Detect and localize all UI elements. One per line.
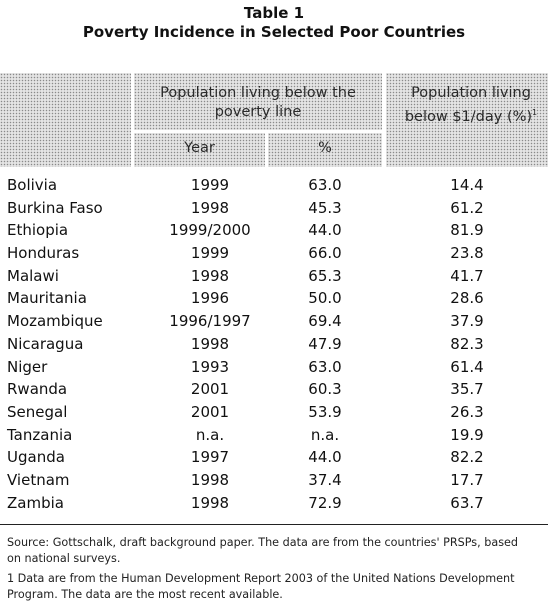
- year-cell: 1999/2000: [169, 221, 251, 240]
- table-row: Bolivia 1999 63.0 14.4: [0, 174, 548, 197]
- table-row: Mozambique 1996/1997 69.4 37.9: [0, 310, 548, 333]
- country-cell: Nicaragua: [7, 334, 84, 353]
- poverty-pct-cell: 37.4: [308, 470, 342, 489]
- country-cell: Niger: [7, 357, 48, 376]
- header-day-cell: [386, 73, 548, 167]
- country-cell: Mauritania: [7, 289, 87, 308]
- table-row: Niger 1993 63.0 61.4: [0, 356, 548, 379]
- country-cell: Uganda: [7, 448, 65, 467]
- year-cell: 2001: [190, 380, 230, 399]
- country-cell: Rwanda: [7, 380, 68, 399]
- header-country-cell: [0, 73, 131, 167]
- poverty-pct-cell: 53.9: [308, 402, 342, 421]
- footnote-marker: 1: [532, 108, 538, 117]
- year-cell: 1996/1997: [169, 312, 251, 331]
- poverty-pct-cell: 45.3: [308, 198, 342, 217]
- table-row: Ethiopia 1999/2000 44.0 81.9: [0, 219, 548, 242]
- year-cell: 1998: [190, 470, 230, 489]
- poverty-pct-cell: 65.3: [308, 266, 342, 285]
- table-notes: Source: Gottschalk, draft background pap…: [7, 535, 548, 602]
- dollar-day-pct-cell: 17.7: [450, 470, 484, 489]
- year-cell: 1993: [190, 357, 230, 376]
- poverty-pct-cell: 69.4: [308, 312, 342, 331]
- dollar-day-pct-cell: 82.3: [450, 334, 484, 353]
- year-cell: 1999: [190, 244, 230, 263]
- country-cell: Honduras: [7, 244, 80, 263]
- table-row: Nicaragua 1998 47.9 82.3: [0, 333, 548, 356]
- country-cell: Zambia: [7, 493, 64, 512]
- footnote-1: 1 Data are from the Human Development Re…: [7, 572, 515, 601]
- country-cell: Burkina Faso: [7, 198, 103, 217]
- table-row: Zambia 1998 72.9 63.7: [0, 492, 548, 515]
- header-group-cell: [134, 73, 382, 130]
- poverty-pct-cell: n.a.: [310, 425, 340, 444]
- country-cell: Tanzania: [7, 425, 73, 444]
- year-cell: 1996: [190, 289, 230, 308]
- table-bottom-rule: [0, 524, 548, 525]
- poverty-pct-cell: 60.3: [308, 380, 342, 399]
- poverty-pct-cell: 63.0: [308, 176, 342, 194]
- dollar-day-pct-cell: 23.8: [450, 244, 484, 263]
- dollar-day-pct-cell: 63.7: [450, 493, 484, 512]
- table-row: Honduras 1999 66.0 23.8: [0, 242, 548, 265]
- table-number: Table 1: [243, 4, 305, 22]
- dollar-day-pct-cell: 28.6: [450, 289, 484, 308]
- year-cell: 1998: [190, 334, 230, 353]
- table-row: Uganda 1997 44.0 82.2: [0, 446, 548, 469]
- year-cell: 1999: [190, 176, 230, 194]
- poverty-pct-cell: 44.0: [308, 221, 342, 240]
- dollar-day-pct-cell: 61.2: [450, 198, 484, 217]
- header-year-label: Year: [184, 140, 215, 156]
- table-row: Vietnam 1998 37.4 17.7: [0, 469, 548, 492]
- table-row: Rwanda 2001 60.3 35.7: [0, 378, 548, 401]
- year-cell: 2001: [190, 402, 230, 421]
- country-cell: Senegal: [7, 402, 68, 421]
- poverty-pct-cell: 47.9: [308, 334, 342, 353]
- source-note: Source: Gottschalk, draft background pap…: [7, 536, 519, 565]
- year-cell: n.a.: [195, 425, 225, 444]
- dollar-day-pct-cell: 61.4: [450, 357, 484, 376]
- table-row: Senegal 2001 53.9 26.3: [0, 401, 548, 424]
- table-row: Mauritania 1996 50.0 28.6: [0, 287, 548, 310]
- table-body: Bolivia 1999 63.0 14.4 Burkina Faso 1998 45.3 6…: [0, 174, 548, 514]
- country-cell: Mozambique: [7, 312, 103, 331]
- year-cell: 1997: [190, 448, 230, 467]
- poverty-pct-cell: 63.0: [308, 357, 342, 376]
- country-cell: Ethiopia: [7, 221, 69, 240]
- table-row: Burkina Faso 1998 45.3 61.2: [0, 197, 548, 220]
- header-group-label: Population living below the poverty line: [160, 85, 356, 120]
- table-row: Tanzania n.a. n.a. 19.9: [0, 424, 548, 447]
- dollar-day-pct-cell: 41.7: [450, 266, 484, 285]
- dollar-day-pct-cell: 26.3: [450, 402, 484, 421]
- country-cell: Malawi: [7, 266, 59, 285]
- poverty-pct-cell: 50.0: [308, 289, 342, 308]
- table-title-block: Table 1 Poverty Incidence in Selected Po…: [0, 4, 548, 42]
- dollar-day-pct-cell: 19.9: [450, 425, 484, 444]
- dollar-day-pct-cell: 14.4: [450, 176, 484, 194]
- year-cell: 1998: [190, 493, 230, 512]
- dollar-day-pct-cell: 81.9: [450, 221, 484, 240]
- table-row: Malawi 1998 65.3 41.7: [0, 265, 548, 288]
- table-title: Poverty Incidence in Selected Poor Count…: [82, 23, 466, 41]
- header-year-cell: [134, 133, 265, 167]
- header-day-label: Population living below $1/day (%)1: [404, 85, 538, 125]
- table-header: Population living below the poverty line…: [0, 73, 548, 167]
- country-cell: Vietnam: [7, 470, 70, 489]
- poverty-pct-cell: 72.9: [308, 493, 342, 512]
- year-cell: 1998: [190, 266, 230, 285]
- header-pct-cell: [268, 133, 382, 167]
- country-cell: Bolivia: [7, 176, 58, 194]
- poverty-pct-cell: 66.0: [308, 244, 342, 263]
- poverty-pct-cell: 44.0: [308, 448, 342, 467]
- dollar-day-pct-cell: 37.9: [450, 312, 484, 331]
- header-pct-label: %: [318, 140, 332, 156]
- dollar-day-pct-cell: 82.2: [450, 448, 484, 467]
- dollar-day-pct-cell: 35.7: [450, 380, 484, 399]
- year-cell: 1998: [190, 198, 230, 217]
